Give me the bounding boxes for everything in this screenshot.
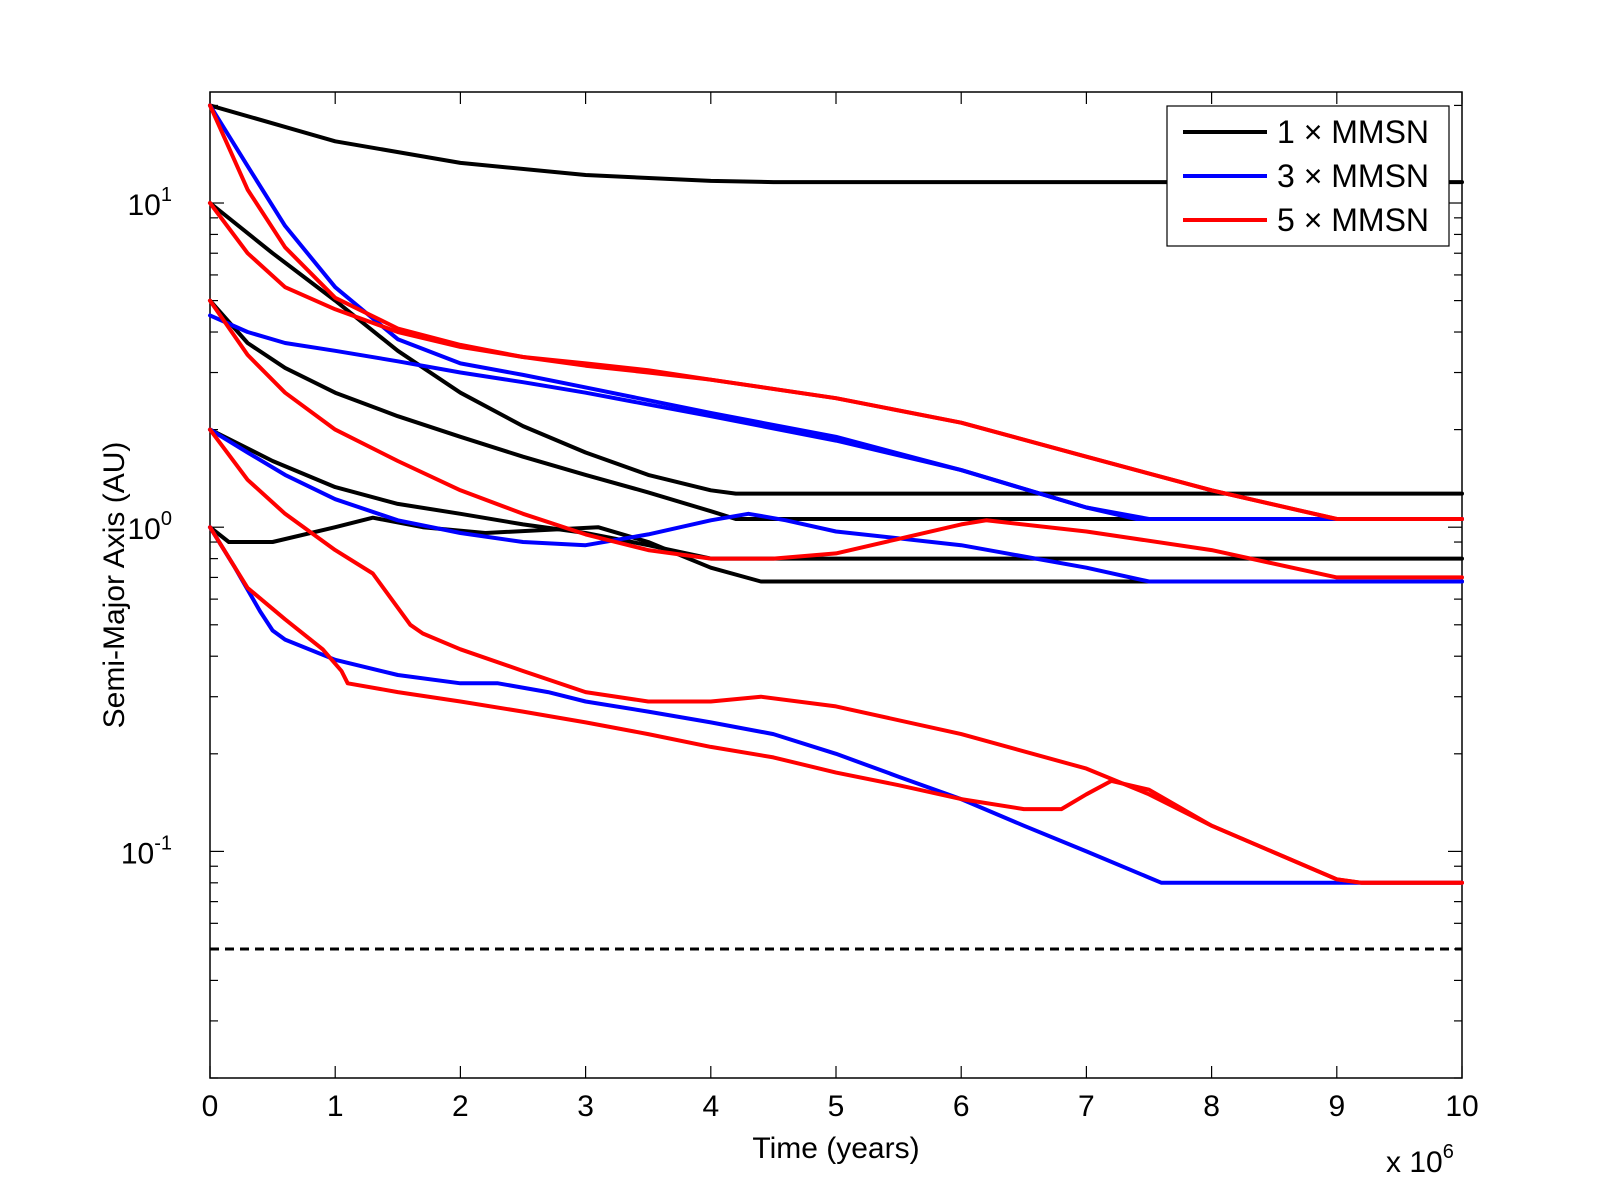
x-tick-label: 8 (1203, 1090, 1220, 1123)
y-tick-label: 100 (128, 508, 173, 546)
series-line-10 (208, 201, 1464, 521)
y-tick-labels: 101 100 10-1 (121, 184, 172, 870)
x-tick-label: 4 (702, 1090, 719, 1123)
series-line-6 (208, 313, 1464, 521)
x-multiplier: x 106 (1386, 1141, 1454, 1179)
series-line-11 (208, 298, 1464, 580)
x-axis-title: Time (years) (752, 1132, 919, 1165)
x-tick-label: 3 (577, 1090, 594, 1123)
x-tick-label: 10 (1445, 1090, 1478, 1123)
legend: 1 × MMSN 3 × MMSN 5 × MMSN (1166, 105, 1450, 247)
series-line-2 (208, 298, 1464, 521)
x-tick-label: 5 (828, 1090, 845, 1123)
y-axis-title: Semi-Major Axis (AU) (98, 442, 131, 729)
x-tick-label: 2 (452, 1090, 469, 1123)
plot-frame (209, 91, 1463, 1079)
y-tick-label: 101 (128, 184, 173, 222)
x-tick-label: 7 (1078, 1090, 1095, 1123)
x-tick-label: 9 (1328, 1090, 1345, 1123)
x-tick-labels: 0 1 2 3 4 5 6 7 8 9 10 (202, 1090, 1479, 1123)
x-tick-label: 0 (202, 1090, 219, 1123)
plot-area (208, 103, 1464, 951)
legend-label-2: 5 × MMSN (1277, 202, 1429, 238)
series-line-1 (208, 201, 1464, 496)
y-tick-label: 10-1 (121, 832, 172, 870)
legend-label-1: 3 × MMSN (1277, 158, 1429, 194)
series-line-0 (208, 103, 1464, 185)
x-multiplier-base: x 10 (1386, 1146, 1443, 1179)
series-line-8 (208, 525, 1464, 885)
axis-ticks (209, 92, 1463, 1079)
legend-label-0: 1 × MMSN (1277, 114, 1429, 150)
x-tick-label: 1 (327, 1090, 344, 1123)
series-line-7 (208, 427, 1464, 584)
series-line-13 (208, 525, 1464, 885)
x-tick-label: 6 (953, 1090, 970, 1123)
x-multiplier-exponent: 6 (1443, 1141, 1454, 1163)
